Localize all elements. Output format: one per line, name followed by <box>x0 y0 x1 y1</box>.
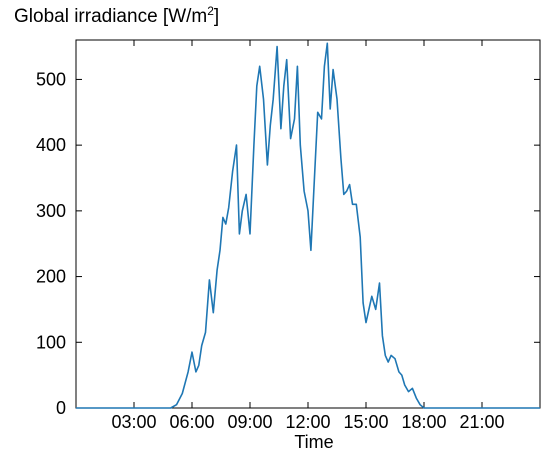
x-tick-label: 12:00 <box>285 412 330 432</box>
y-tick-label: 100 <box>36 332 66 352</box>
x-tick-label: 09:00 <box>227 412 272 432</box>
chart-title: Global irradiance [W/m2] <box>14 4 220 28</box>
chart-title-superscript: 2 <box>207 4 214 18</box>
y-tick-label: 300 <box>36 201 66 221</box>
plot-frame <box>75 39 541 409</box>
y-tick-label: 500 <box>36 69 66 89</box>
x-tick-label: 03:00 <box>111 412 156 432</box>
y-tick-label: 400 <box>36 135 66 155</box>
chart-title-main: Global irradiance [W/m <box>14 6 208 27</box>
x-tick-label: 18:00 <box>401 412 446 432</box>
y-axis-ticks: 0 100 200 300 400 500 <box>36 69 540 418</box>
chart-title-end: ] <box>213 6 220 27</box>
irradiance-line <box>76 42 540 409</box>
x-tick-label: 21:00 <box>459 412 504 432</box>
y-tick-label: 0 <box>56 398 66 418</box>
x-tick-label: 15:00 <box>343 412 388 432</box>
y-tick-label: 200 <box>36 267 66 287</box>
x-tick-label: 06:00 <box>169 412 214 432</box>
x-axis-label: Time <box>294 432 333 452</box>
irradiance-series <box>76 42 540 409</box>
x-axis-ticks: 03:00 06:00 09:00 12:00 15:00 18:00 21:00 <box>111 40 505 432</box>
plot-axes <box>75 39 541 409</box>
